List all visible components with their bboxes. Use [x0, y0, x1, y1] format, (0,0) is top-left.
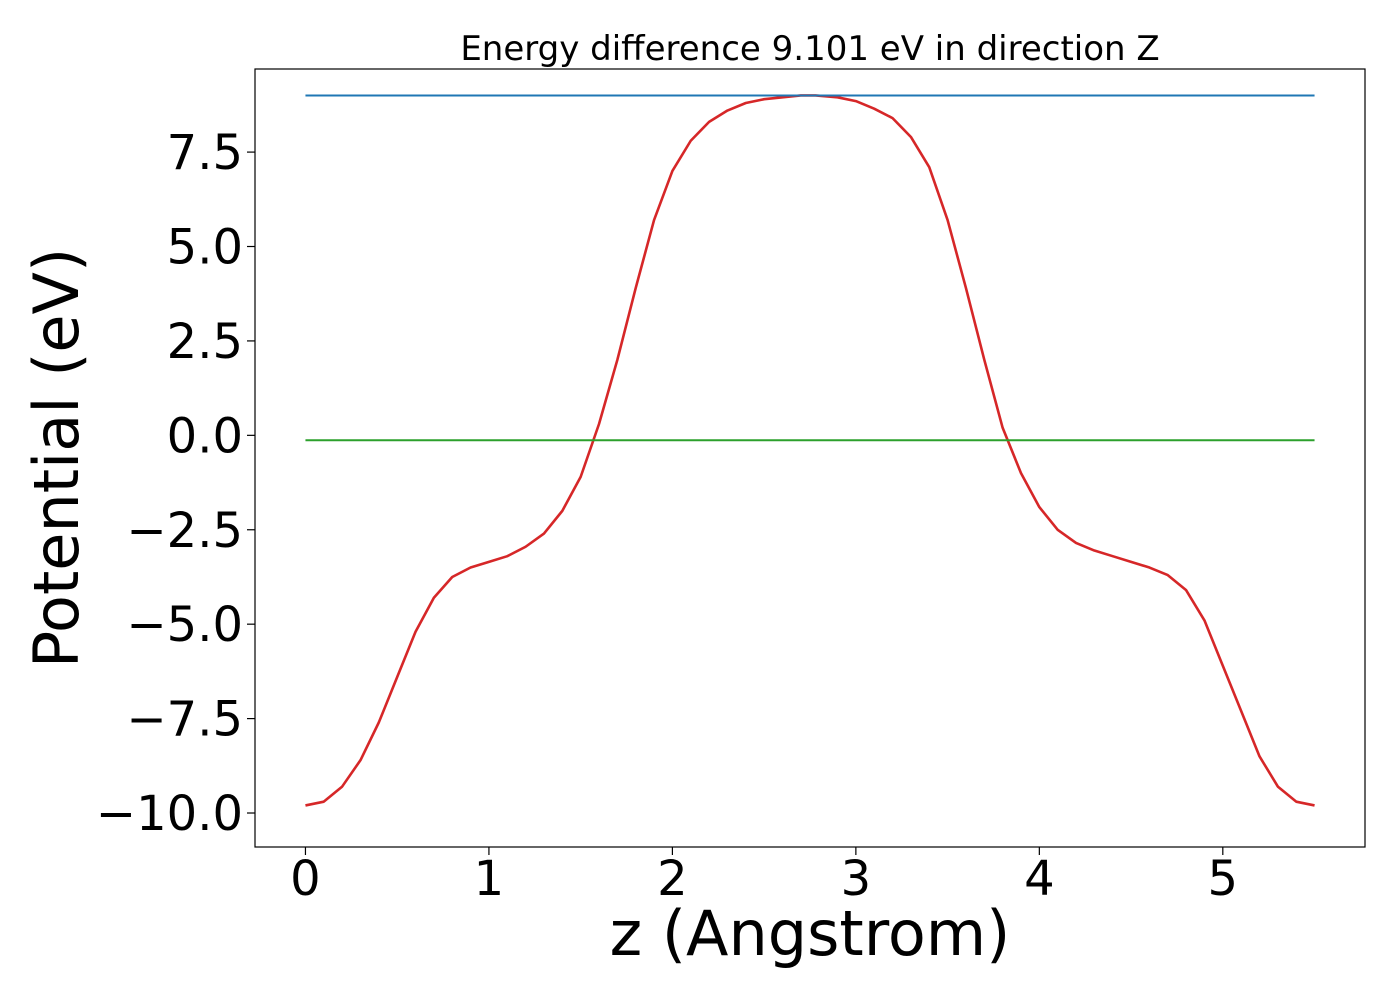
y-tick-label: 0.0	[167, 408, 243, 464]
y-tick-label: 5.0	[167, 220, 243, 276]
x-tick-label: 4	[1024, 851, 1055, 907]
y-axis-label: Potential (eV)	[20, 248, 93, 668]
y-tick-label: 2.5	[167, 314, 243, 370]
y-tick-label: 7.5	[167, 125, 243, 181]
plot-area-frame	[254, 68, 1366, 848]
x-tick-label: 0	[290, 851, 321, 907]
x-axis-ticks: 0 1 2 3 4 5	[290, 847, 1238, 907]
y-tick-label: −5.0	[126, 597, 243, 653]
series-line-1	[305, 94, 1315, 807]
y-tick-label: −7.5	[126, 692, 243, 748]
y-axis-ticks: −10.0 −7.5 −5.0 −2.5 0.0 2.5 5.0 7.5	[96, 125, 255, 842]
y-tick-label: −10.0	[96, 786, 243, 842]
x-axis-label: z (Angstrom)	[610, 897, 1011, 970]
x-tick-label: 1	[474, 851, 505, 907]
x-tick-label: 2	[657, 851, 688, 907]
series-layer	[305, 94, 1315, 807]
x-tick-label: 5	[1208, 851, 1239, 907]
chart-title: Energy difference 9.101 eV in direction …	[460, 29, 1159, 69]
x-tick-label: 3	[841, 851, 872, 907]
y-tick-label: −2.5	[126, 503, 243, 559]
